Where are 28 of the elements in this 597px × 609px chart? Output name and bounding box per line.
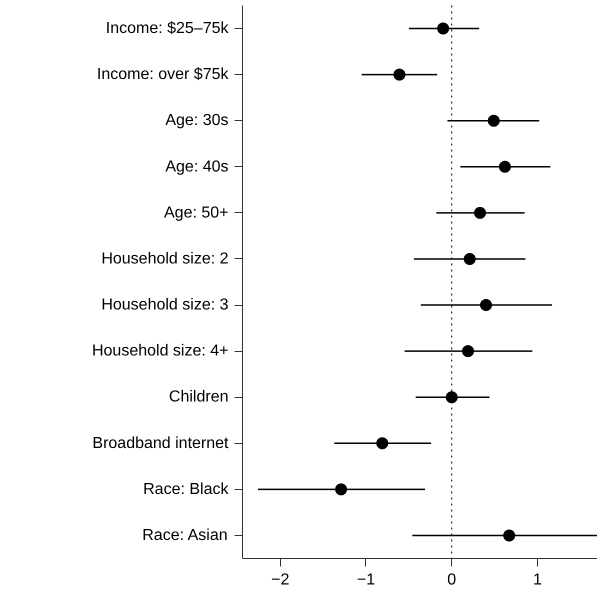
y-tick-label: Household size: 4+ — [92, 342, 228, 360]
y-tick-label: Children — [168, 388, 229, 406]
point — [498, 160, 511, 173]
y-tick-label: Race: Asian — [142, 526, 228, 544]
y-tick-label: Income: $25–75k — [106, 20, 230, 38]
x-tick-label: −1 — [356, 572, 376, 588]
y-tick-label: Household size: 3 — [101, 296, 229, 314]
x-tick-label: −2 — [271, 572, 290, 588]
point — [462, 345, 474, 358]
point — [464, 252, 476, 265]
point — [446, 391, 458, 404]
y-tick-label: Age: 50+ — [164, 204, 228, 222]
y-tick-label: Income: over $75k — [96, 66, 230, 84]
x-tick-label: 1 — [533, 572, 542, 588]
point — [376, 437, 388, 450]
point — [480, 299, 492, 312]
point — [474, 206, 486, 219]
point — [488, 114, 500, 127]
y-tick-label: Age: 30s — [165, 112, 228, 130]
point — [437, 22, 450, 35]
y-tick-label: Broadband internet — [92, 434, 230, 452]
point — [335, 483, 348, 496]
point — [503, 529, 516, 542]
y-tick-label: Household size: 2 — [101, 250, 229, 268]
x-tick-label: 0 — [447, 572, 456, 588]
y-tick-label: Race: Black — [143, 480, 230, 498]
point — [393, 68, 406, 81]
y-tick-label: Age: 40s — [165, 158, 228, 176]
